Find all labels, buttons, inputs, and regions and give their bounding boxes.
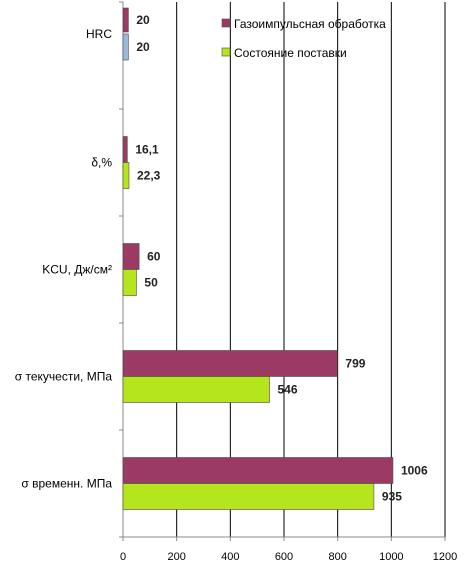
data-label-series-2-0: 935 xyxy=(382,490,402,504)
x-tick-label-600: 600 xyxy=(275,551,293,563)
bar-series-2-4 xyxy=(122,33,129,61)
data-label-series-2-4: 20 xyxy=(136,40,150,54)
bar-series-1-0 xyxy=(122,457,394,484)
bar-series-1-3 xyxy=(122,136,128,163)
bar-series-2-1 xyxy=(122,376,270,403)
data-label-series-2-2: 50 xyxy=(144,276,158,290)
category-label-3: δ,% xyxy=(91,156,112,170)
category-label-0: σ временн. МПа xyxy=(21,477,112,491)
x-tick-label-1000: 1000 xyxy=(379,551,403,563)
x-tick-label-200: 200 xyxy=(167,551,185,563)
data-label-series-1-3: 16,1 xyxy=(135,143,159,157)
x-tick-label-800: 800 xyxy=(328,551,346,563)
legend-swatch-1 xyxy=(221,18,231,28)
bar-series-1-4 xyxy=(122,7,129,33)
bar-series-2-3 xyxy=(122,162,130,189)
legend-label-2: Состояние поставки xyxy=(234,46,347,60)
x-tick-label-400: 400 xyxy=(221,551,239,563)
bar-series-2-0 xyxy=(122,483,375,510)
legend-swatch-2 xyxy=(221,47,231,57)
bar-series-1-2 xyxy=(122,243,140,270)
category-label-1: σ текучести, МПа xyxy=(15,370,113,384)
x-tick-label-1200: 1200 xyxy=(433,551,457,563)
data-label-series-1-2: 60 xyxy=(147,250,161,264)
bar-series-1-1 xyxy=(122,350,338,377)
category-label-2: KCU, Дж/см² xyxy=(42,263,112,277)
data-label-series-2-1: 546 xyxy=(278,383,298,397)
category-label-4: HRC xyxy=(86,27,112,41)
data-label-series-2-3: 22,3 xyxy=(137,169,161,183)
data-label-series-1-1: 799 xyxy=(345,357,365,371)
x-tick-label-0: 0 xyxy=(120,551,126,563)
data-label-series-1-0: 1006 xyxy=(401,464,428,478)
data-label-series-1-4: 20 xyxy=(136,13,150,27)
bar-series-2-2 xyxy=(122,269,137,296)
legend-label-1: Газоимпульсная обработка xyxy=(234,17,386,31)
